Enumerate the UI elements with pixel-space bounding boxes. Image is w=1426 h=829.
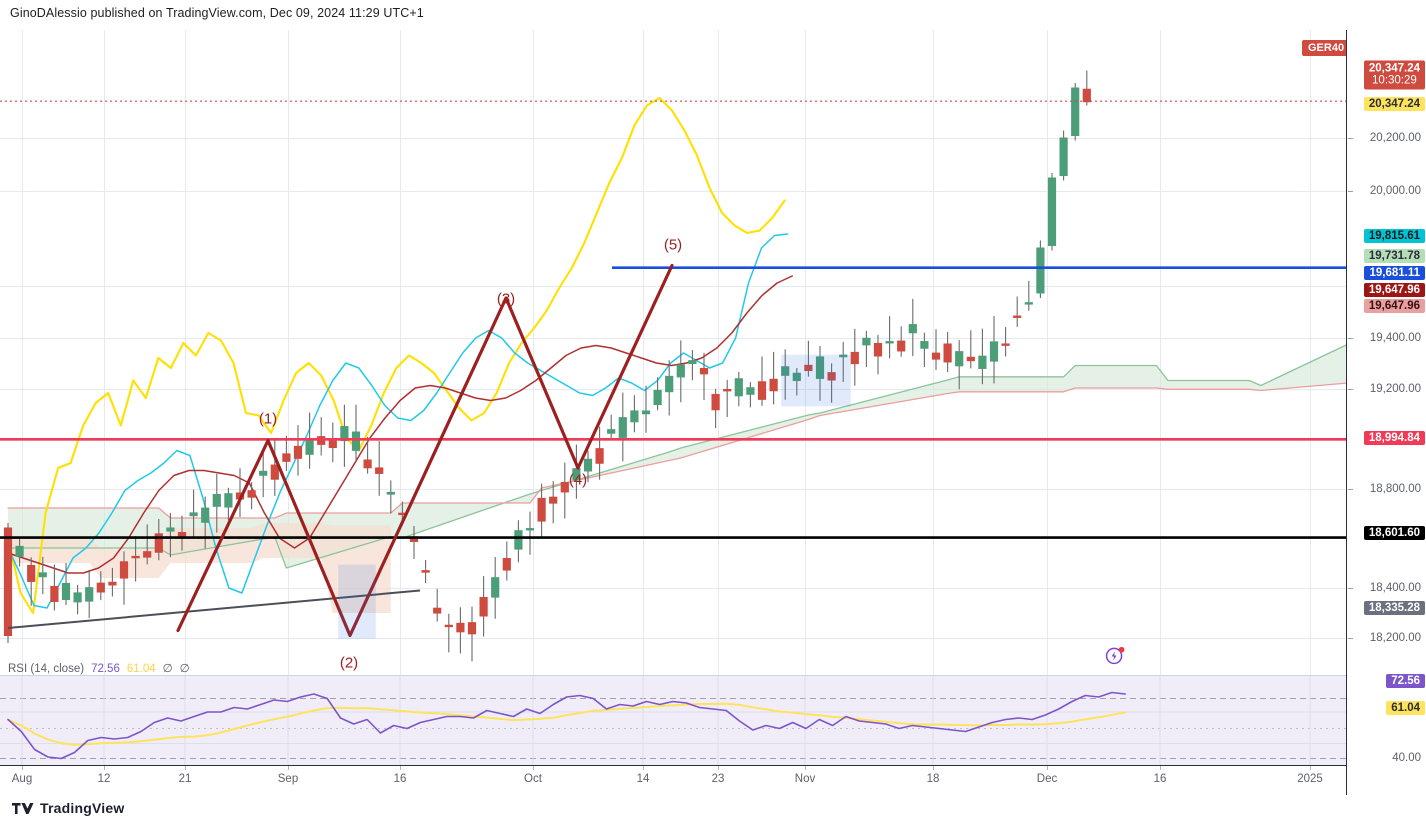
price-tick-label: 19,200.00 <box>1369 383 1421 395</box>
time-tick-label: 21 <box>178 773 192 785</box>
tradingview-brand: TradingView <box>40 800 125 816</box>
time-tick-label: Sep <box>277 773 299 785</box>
rsi-pane[interactable] <box>0 675 1346 765</box>
last-price-tag[interactable]: 20,347.24 10:30:29 <box>1363 60 1425 90</box>
time-tick-label: 2025 <box>1297 773 1323 785</box>
time-tick-label: Aug <box>11 773 33 785</box>
hline-red-price-tag[interactable]: 18,994.84 <box>1363 431 1425 445</box>
rsi-legend-part-2: 61.04 <box>126 663 156 675</box>
senkou-a-price-tag[interactable]: 19,731.78 <box>1363 249 1425 263</box>
senkou-b-price-tag[interactable]: 19,647.96 <box>1363 299 1425 313</box>
time-tick-label: 18 <box>926 773 940 785</box>
wave-label: (5) <box>663 236 683 254</box>
price-tick-label: 19,400.00 <box>1369 332 1421 344</box>
price-tick-label: 20,000.00 <box>1369 185 1421 197</box>
rsi-ma-value-tag[interactable]: 61.04 <box>1386 701 1425 715</box>
time-tick-label: 16 <box>1153 773 1167 785</box>
chart-frame[interactable]: RSI (14, close) 72.56 61.04 ∅ ∅ (1) (2) (3) (4)… <box>0 30 1426 796</box>
rsi-series-layer <box>0 676 1346 765</box>
hline-black-price-tag[interactable]: 18,601.60 <box>1363 526 1425 540</box>
rsi-legend-part-4: ∅ <box>179 663 190 675</box>
wave-label: (1) <box>258 410 278 428</box>
time-axis[interactable]: Aug 12 21 Sep 16 Oct 14 23 Nov 18 Dec 16 2025 <box>0 765 1346 796</box>
rsi-legend[interactable]: RSI (14, close) 72.56 61.04 ∅ ∅ <box>8 661 197 675</box>
ticker-badge: GER40 <box>1302 40 1346 56</box>
rsi-legend-part-3: ∅ <box>162 663 173 675</box>
price-tick-label: 18,400.00 <box>1369 582 1421 594</box>
rsi-legend-part-0: RSI (14, close) <box>8 663 85 675</box>
chart-series-layer <box>0 70 1346 662</box>
publisher-line: GinoDAlessio published on TradingView.co… <box>10 6 424 20</box>
hline-blue-price-tag[interactable]: 19,681.11 <box>1364 266 1425 280</box>
time-tick-label: Dec <box>1036 773 1058 785</box>
chikou-price-tag[interactable]: 20,347.24 <box>1363 97 1425 111</box>
price-axis[interactable]: 20,200.00 20,000.00 19,400.00 19,200.00 18,8… <box>1346 30 1426 795</box>
price-plot-area[interactable]: RSI (14, close) 72.56 61.04 ∅ ∅ (1) (2) (3) (4)… <box>0 30 1346 765</box>
wave-label: (2) <box>339 654 359 672</box>
rsi-tick-label: 40.00 <box>1392 752 1421 764</box>
wave-label: (3) <box>496 290 516 308</box>
time-tick-label: 23 <box>711 773 725 785</box>
price-tick-label: 18,800.00 <box>1369 483 1421 495</box>
rsi-value-tag[interactable]: 72.56 <box>1386 674 1425 688</box>
time-tick-label: Oct <box>524 773 542 785</box>
price-tick-label: 20,200.00 <box>1369 132 1421 144</box>
tradingview-footer: TradingView <box>12 800 124 816</box>
wave-label: (4) <box>568 471 588 489</box>
tenkan-price-tag[interactable]: 19,815.61 <box>1363 229 1425 243</box>
kijun-price-tag[interactable]: 19,647.96 <box>1363 283 1425 297</box>
alert-bolt-icon[interactable] <box>1104 644 1126 666</box>
price-tick-label: 18,200.00 <box>1369 632 1421 644</box>
time-tick-label: 14 <box>636 773 650 785</box>
tradingview-logo-icon <box>12 802 34 814</box>
trendline-price-tag[interactable]: 18,335.28 <box>1363 601 1425 615</box>
rsi-legend-part-1: 72.56 <box>91 663 120 675</box>
time-tick-label: Nov <box>794 773 816 785</box>
time-tick-label: 12 <box>97 773 111 785</box>
time-tick-label: 16 <box>393 773 407 785</box>
